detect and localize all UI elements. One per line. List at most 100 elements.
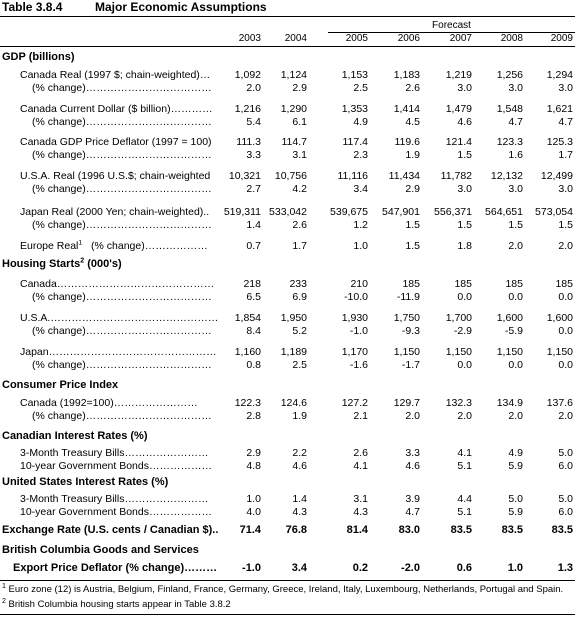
table-row: (% change)……………………………… 2.0 2.9 2.5 2.6 3.0 3.0…	[0, 82, 575, 94]
value-cell: 1.0	[353, 240, 368, 252]
value-cell: 1,150	[496, 346, 523, 358]
value-cell: 1,414	[393, 103, 420, 115]
value-cell: 125.3	[546, 136, 573, 148]
value-cell: 185	[505, 278, 523, 290]
value-cell: -5.9	[504, 325, 523, 337]
value-cell: 3.4	[291, 562, 307, 574]
value-cell: 3.0	[457, 183, 472, 195]
year-header: 2007	[449, 33, 472, 44]
value-cell: 2.2	[292, 447, 307, 459]
table-row: Canada GDP Price Deflator (1997 = 100) 11…	[0, 136, 575, 148]
year-header: 2003	[238, 33, 261, 44]
value-cell: 2.0	[558, 410, 573, 422]
value-cell: 4.5	[405, 116, 420, 128]
table-row: Export Price Deflator (% change)……… -1.0 3…	[0, 562, 575, 574]
value-cell: 1,183	[393, 69, 420, 81]
value-cell: 71.4	[239, 524, 261, 536]
value-cell: 4.1	[457, 447, 472, 459]
header-rule	[0, 46, 575, 47]
value-cell: 573,054	[535, 206, 573, 218]
value-cell: 1.5	[508, 219, 523, 231]
section-housing-starts: Housing Starts2 (000's)	[2, 257, 122, 270]
value-cell: 1,621	[546, 103, 573, 115]
value-cell: 0.7	[246, 240, 261, 252]
value-cell: 4.3	[292, 506, 307, 518]
value-cell: 564,651	[485, 206, 523, 218]
value-cell: 2.0	[405, 410, 420, 422]
row-label: (% change)………………………………	[32, 291, 212, 303]
forecast-label: Forecast	[432, 20, 471, 31]
value-cell: 81.4	[346, 524, 368, 536]
row-label: 3-Month Treasury Bills……………………	[20, 493, 209, 505]
row-label: (% change)………………………………	[32, 410, 212, 422]
table-row: Canada Real (1997 $; chain-weighted)… 1,0…	[0, 69, 575, 81]
value-cell: 2.3	[353, 149, 368, 161]
value-cell: 3.9	[405, 493, 420, 505]
value-cell: 10,756	[274, 170, 307, 182]
value-cell: 5.1	[457, 506, 472, 518]
table-row: 3-Month Treasury Bills…………………… 1.0 1.4 3.1 3…	[0, 493, 575, 505]
footnote-text: Euro zone (12) is Austria, Belgium, Finl…	[5, 584, 564, 595]
value-cell: 533,042	[269, 206, 307, 218]
table-row: 3-Month Treasury Bills…………………… 2.9 2.2 2.6 3…	[0, 447, 575, 459]
year-header: 2009	[550, 33, 573, 44]
value-cell: 2.9	[405, 183, 420, 195]
table-row: (% change)……………………………… 6.5 6.9 -10.0 -11.9 0.…	[0, 291, 575, 303]
row-label: (% change)………………………………	[32, 82, 212, 94]
value-cell: 1,153	[341, 69, 368, 81]
row-label: (% change)………………………………	[32, 183, 212, 195]
value-cell: 1.5	[457, 219, 472, 231]
value-cell: 2.0	[558, 240, 573, 252]
value-cell: 4.8	[246, 460, 261, 472]
value-cell: 4.6	[457, 116, 472, 128]
value-cell: 1,600	[546, 312, 573, 324]
year-header: 2008	[500, 33, 523, 44]
value-cell: 5.9	[508, 506, 523, 518]
value-cell: 0.0	[508, 359, 523, 371]
row-label: U.S.A. Real (1996 U.S.$; chain-weighted	[20, 170, 211, 182]
row-label: 3-Month Treasury Bills……………………	[20, 447, 209, 459]
value-cell: -11.9	[396, 291, 420, 303]
value-cell: 4.7	[405, 506, 420, 518]
value-cell: 1.7	[558, 149, 573, 161]
value-cell: 1.9	[292, 410, 307, 422]
value-cell: 1.8	[457, 240, 472, 252]
row-label: Canada Real (1997 $; chain-weighted)…	[20, 69, 211, 81]
value-cell: 83.0	[398, 524, 420, 536]
value-cell: 2.6	[353, 447, 368, 459]
value-cell: 11,116	[337, 170, 368, 182]
table-row: Japan Real (2000 Yen; chain-weighted).. 5…	[0, 206, 575, 218]
value-cell: 2.5	[353, 82, 368, 94]
value-cell: 1,479	[445, 103, 472, 115]
value-cell: 1.6	[508, 149, 523, 161]
value-cell: 114.7	[281, 136, 308, 148]
table-row: Japan………………………………………… 1,160 1,189 1,170 1,15…	[0, 346, 575, 358]
value-cell: 2.7	[246, 183, 261, 195]
value-cell: 5.9	[508, 460, 523, 472]
value-cell: 519,311	[223, 206, 261, 218]
value-cell: 547,901	[382, 206, 420, 218]
value-cell: 3.0	[558, 183, 573, 195]
value-cell: 3.0	[457, 82, 472, 94]
value-cell: 1,930	[341, 312, 368, 324]
year-header: 2004	[284, 33, 307, 44]
row-label: (% change)………………………………	[32, 325, 212, 337]
value-cell: 124.6	[280, 397, 307, 409]
value-cell: 83.5	[551, 524, 573, 536]
table-row: (% change)……………………………… 0.8 2.5 -1.6 -1.7 0.0 0…	[0, 359, 575, 371]
value-cell: -2.9	[453, 325, 472, 337]
value-cell: 3.1	[292, 149, 307, 161]
year-header: 2005	[345, 33, 368, 44]
table-number: Table 3.8.4	[2, 0, 63, 14]
row-label: Canada GDP Price Deflator (1997 = 100)	[20, 136, 212, 148]
value-cell: 185	[555, 278, 573, 290]
value-cell: 2.0	[246, 82, 261, 94]
row-label: Canada (1992=100)……………………	[20, 397, 198, 409]
value-cell: 5.0	[558, 447, 573, 459]
value-cell: 1,548	[496, 103, 523, 115]
value-cell: 0.0	[508, 291, 523, 303]
footnote-mark: 2	[2, 597, 6, 605]
value-cell: 2.9	[246, 447, 261, 459]
value-cell: 1,290	[280, 103, 307, 115]
value-cell: 0.6	[456, 562, 472, 574]
